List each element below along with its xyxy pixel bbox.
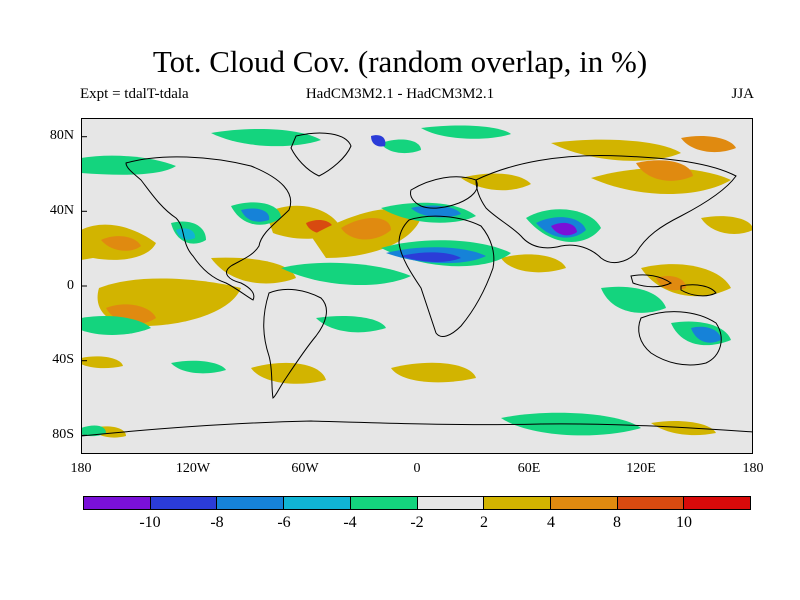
- colorbar: [83, 496, 751, 510]
- anomaly-region: [681, 136, 736, 153]
- coastline-new-guinea: [680, 284, 717, 297]
- coastline-asia: [475, 155, 737, 264]
- colorbar-swatch: [217, 497, 285, 509]
- coastline-europe: [410, 176, 478, 209]
- map-panel: [81, 118, 753, 454]
- colorbar-swatch: [484, 497, 551, 509]
- coastline-antarctica: [81, 420, 753, 437]
- anomaly-region: [421, 125, 511, 139]
- coastline-north-america: [125, 156, 292, 301]
- anomaly-region: [101, 236, 141, 251]
- colorbar-label: -2: [410, 514, 424, 531]
- colorbar-swatch: [350, 497, 418, 509]
- colorbar-swatch: [550, 497, 618, 509]
- y-tick-label: 80N: [49, 128, 74, 143]
- anomaly-region: [381, 139, 421, 154]
- colorbar-label: -10: [139, 514, 161, 531]
- x-tick-label: 0: [413, 461, 421, 476]
- coastline-indonesia: [630, 274, 672, 288]
- colorbar-label: -8: [210, 514, 224, 531]
- map-svg: [81, 118, 753, 454]
- anomaly-region: [81, 316, 151, 335]
- coastline-south-america: [263, 288, 327, 399]
- anomaly-region: [636, 160, 693, 181]
- anomaly-region: [251, 362, 326, 384]
- anomaly-region: [81, 356, 123, 369]
- colorbar-label: 4: [547, 514, 555, 531]
- colorbar-label: -6: [277, 514, 291, 531]
- anomaly-region: [401, 252, 461, 262]
- anomaly-region: [461, 173, 531, 191]
- x-tick-label: 60E: [517, 461, 541, 476]
- colorbar-label: 10: [676, 514, 692, 531]
- y-tick-label: 0: [67, 278, 74, 293]
- y-tick-label: 40S: [52, 352, 74, 367]
- colorbar-label: 8: [613, 514, 621, 531]
- anomaly-region: [691, 326, 721, 343]
- model-label: HadCM3M2.1 - HadCM3M2.1: [305, 86, 495, 102]
- y-tick-label: 40N: [49, 203, 74, 218]
- colorbar-swatch: [84, 497, 151, 509]
- anomaly-region: [211, 257, 296, 284]
- anomaly-region: [316, 316, 386, 333]
- colorbar-label: 2: [480, 514, 488, 531]
- anomaly-region: [701, 216, 753, 234]
- anomaly-region: [171, 360, 226, 374]
- colorbar-swatch: [684, 497, 751, 509]
- x-tick-label: 60W: [291, 461, 319, 476]
- y-tick-label: 80S: [52, 427, 74, 442]
- season-label: JJA: [731, 86, 754, 102]
- coastline-australia: [638, 311, 722, 366]
- x-tick-label: 180: [70, 461, 92, 476]
- colorbar-swatch: [417, 497, 485, 509]
- experiment-label: Expt = tdalT-tdala: [80, 86, 189, 102]
- anomaly-region: [641, 264, 731, 297]
- colorbar-swatch: [617, 497, 685, 509]
- anomaly-region: [551, 139, 681, 161]
- colorbar-label: -4: [343, 514, 357, 531]
- anomaly-region: [591, 168, 731, 194]
- x-tick-label: 180: [742, 461, 764, 476]
- anomaly-region: [371, 135, 386, 147]
- colorbar-swatch: [284, 497, 351, 509]
- anomaly-region: [341, 218, 391, 240]
- coastline-greenland: [290, 132, 352, 177]
- colorbar-swatch: [150, 497, 218, 509]
- anomaly-region: [176, 228, 196, 240]
- anomaly-region: [601, 286, 666, 313]
- anomaly-region: [81, 155, 176, 175]
- x-tick-label: 120E: [626, 461, 656, 476]
- anomaly-region: [391, 362, 476, 383]
- coastline-africa: [398, 215, 495, 337]
- figure-title: Tot. Cloud Cov. (random overlap, in %): [152, 44, 648, 79]
- coastlines: [81, 132, 753, 437]
- anomaly-region: [241, 208, 270, 222]
- anomaly-region: [81, 425, 106, 437]
- anomaly-region: [501, 254, 566, 273]
- anomaly-region: [551, 222, 577, 236]
- anomaly-shading: [81, 125, 753, 438]
- y-tick-marks: [81, 136, 87, 436]
- anomaly-region: [411, 205, 461, 218]
- anomaly-region: [281, 262, 411, 286]
- x-tick-label: 120W: [175, 461, 211, 476]
